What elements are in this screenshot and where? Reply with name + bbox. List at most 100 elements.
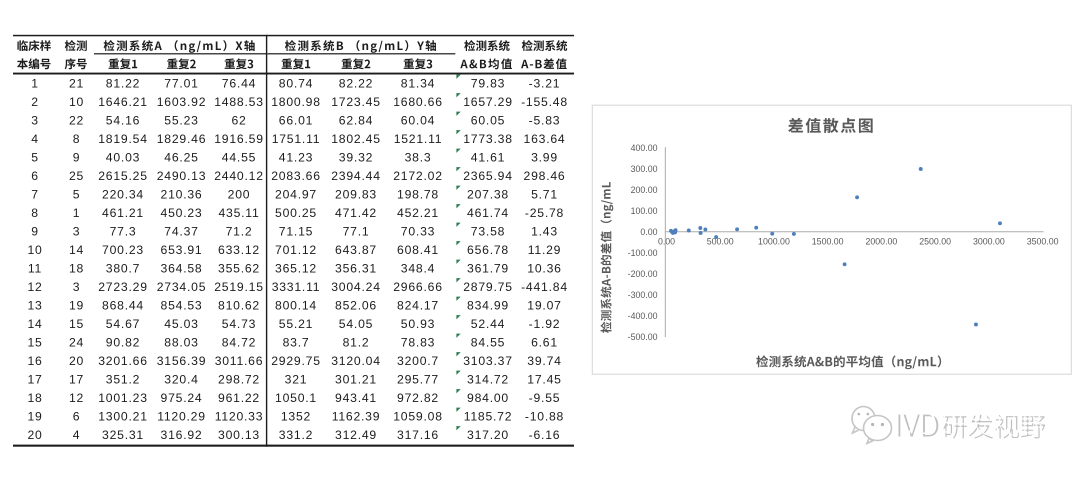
- svg-text:2000.00: 2000.00: [866, 237, 898, 247]
- svg-text:1603.92: 1603.92: [157, 95, 207, 109]
- svg-text:44.55: 44.55: [222, 151, 256, 165]
- svg-text:2723.29: 2723.29: [98, 280, 148, 294]
- svg-text:295.77: 295.77: [397, 373, 439, 387]
- svg-text:-155.48: -155.48: [521, 95, 568, 109]
- svg-text:77.3: 77.3: [110, 225, 137, 239]
- svg-text:39.74: 39.74: [527, 354, 561, 368]
- svg-text:2615.25: 2615.25: [98, 169, 148, 183]
- svg-text:1829.46: 1829.46: [157, 132, 207, 146]
- svg-text:3156.39: 3156.39: [157, 354, 207, 368]
- svg-text:321: 321: [285, 373, 308, 387]
- svg-text:1680.66: 1680.66: [393, 95, 443, 109]
- svg-text:7: 7: [31, 188, 39, 202]
- svg-text:1050.1: 1050.1: [275, 391, 317, 405]
- svg-text:78.83: 78.83: [401, 336, 435, 350]
- svg-text:3500.00: 3500.00: [1027, 237, 1059, 247]
- svg-text:81.22: 81.22: [106, 77, 140, 91]
- svg-text:1000.00: 1000.00: [758, 237, 790, 247]
- svg-text:2879.75: 2879.75: [463, 280, 513, 294]
- svg-text:14: 14: [69, 243, 84, 257]
- svg-text:854.53: 854.53: [161, 299, 203, 313]
- svg-text:-441.84: -441.84: [521, 280, 568, 294]
- svg-text:364.58: 364.58: [161, 262, 203, 276]
- svg-text:22: 22: [69, 114, 84, 128]
- svg-text:331.2: 331.2: [279, 428, 313, 442]
- svg-text:83.7: 83.7: [283, 336, 310, 350]
- svg-text:46.25: 46.25: [164, 151, 198, 165]
- svg-text:317.16: 317.16: [397, 428, 439, 442]
- svg-text:1657.29: 1657.29: [463, 95, 513, 109]
- svg-text:81.34: 81.34: [401, 77, 435, 91]
- svg-text:1916.59: 1916.59: [214, 132, 264, 146]
- svg-text:6: 6: [73, 410, 81, 424]
- svg-text:2172.02: 2172.02: [393, 169, 443, 183]
- svg-text:80.74: 80.74: [279, 77, 313, 91]
- svg-text:71.2: 71.2: [226, 225, 253, 239]
- svg-text:3201.66: 3201.66: [98, 354, 148, 368]
- svg-text:2734.05: 2734.05: [157, 280, 207, 294]
- svg-text:66.01: 66.01: [279, 114, 313, 128]
- svg-text:9: 9: [73, 151, 81, 165]
- svg-text:0.00: 0.00: [640, 227, 657, 237]
- svg-text:4: 4: [73, 428, 81, 442]
- svg-text:653.91: 653.91: [161, 243, 203, 257]
- svg-text:84.72: 84.72: [222, 336, 256, 350]
- svg-text:15: 15: [69, 317, 84, 331]
- svg-text:3000.00: 3000.00: [973, 237, 1005, 247]
- svg-text:3: 3: [73, 225, 81, 239]
- svg-text:54.16: 54.16: [106, 114, 140, 128]
- svg-text:633.12: 633.12: [218, 243, 260, 257]
- svg-text:54.67: 54.67: [106, 317, 140, 331]
- svg-text:12: 12: [27, 280, 42, 294]
- svg-text:5: 5: [31, 151, 39, 165]
- svg-text:3120.04: 3120.04: [331, 354, 381, 368]
- svg-text:24: 24: [69, 336, 84, 350]
- svg-text:13: 13: [27, 299, 42, 313]
- svg-text:79.83: 79.83: [471, 77, 505, 91]
- svg-text:17: 17: [69, 373, 84, 387]
- svg-text:200: 200: [228, 188, 251, 202]
- svg-text:25: 25: [69, 169, 84, 183]
- svg-text:500.00: 500.00: [707, 237, 734, 247]
- svg-text:8: 8: [31, 206, 39, 220]
- svg-text:312.49: 312.49: [335, 428, 377, 442]
- svg-text:800.14: 800.14: [275, 299, 317, 313]
- svg-text:834.99: 834.99: [467, 299, 509, 313]
- svg-text:163.64: 163.64: [524, 132, 566, 146]
- svg-text:15: 15: [27, 336, 42, 350]
- svg-text:2966.66: 2966.66: [393, 280, 443, 294]
- svg-text:1819.54: 1819.54: [98, 132, 148, 146]
- svg-text:320.4: 320.4: [164, 373, 198, 387]
- svg-text:220.34: 220.34: [102, 188, 144, 202]
- svg-text:52.44: 52.44: [471, 317, 505, 331]
- svg-text:60.05: 60.05: [471, 114, 505, 128]
- svg-text:500.25: 500.25: [275, 206, 317, 220]
- svg-text:60.04: 60.04: [401, 114, 435, 128]
- svg-text:2929.75: 2929.75: [271, 354, 321, 368]
- svg-text:19: 19: [27, 410, 42, 424]
- svg-text:2365.94: 2365.94: [463, 169, 513, 183]
- svg-text:6: 6: [31, 169, 39, 183]
- svg-text:204.97: 204.97: [275, 188, 317, 202]
- svg-text:200.00: 200.00: [631, 185, 658, 195]
- svg-text:77.01: 77.01: [164, 77, 198, 91]
- svg-text:2394.44: 2394.44: [331, 169, 381, 183]
- svg-text:3011.66: 3011.66: [215, 354, 264, 368]
- svg-text:298.46: 298.46: [524, 169, 566, 183]
- svg-text:461.21: 461.21: [102, 206, 144, 220]
- svg-text:656.78: 656.78: [467, 243, 509, 257]
- svg-text:3331.11: 3331.11: [272, 280, 321, 294]
- svg-text:1185.72: 1185.72: [464, 410, 513, 424]
- svg-text:18: 18: [69, 262, 84, 276]
- svg-text:-500.00: -500.00: [628, 332, 658, 342]
- svg-text:17.45: 17.45: [527, 373, 561, 387]
- svg-text:77.1: 77.1: [343, 225, 370, 239]
- svg-text:55.21: 55.21: [279, 317, 313, 331]
- svg-text:435.11: 435.11: [218, 206, 259, 220]
- svg-text:452.21: 452.21: [397, 206, 439, 220]
- svg-text:961.22: 961.22: [218, 391, 260, 405]
- svg-text:3200.7: 3200.7: [397, 354, 439, 368]
- svg-text:355.62: 355.62: [218, 262, 260, 276]
- svg-text:90.82: 90.82: [106, 336, 140, 350]
- svg-text:-10.88: -10.88: [525, 410, 564, 424]
